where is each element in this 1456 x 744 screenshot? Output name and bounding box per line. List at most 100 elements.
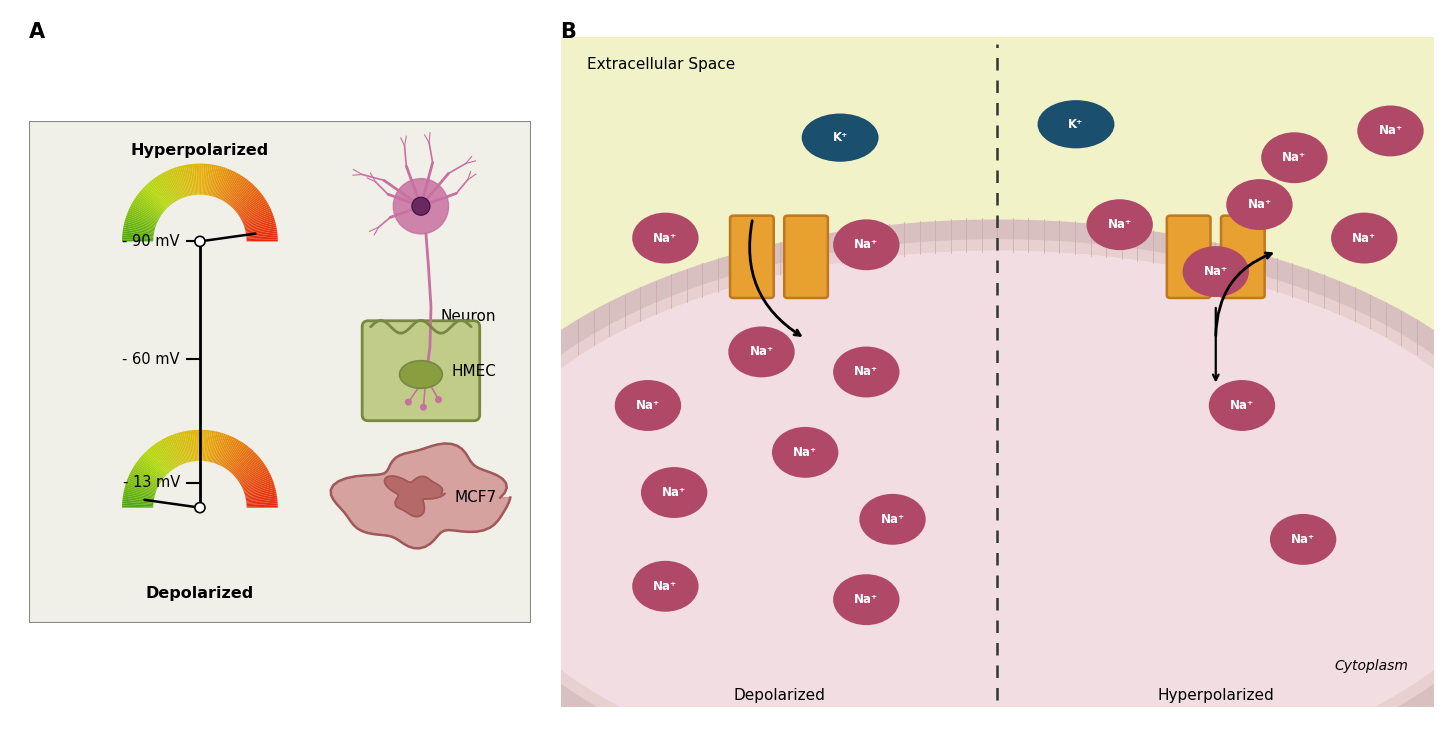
Circle shape: [435, 396, 443, 403]
Wedge shape: [204, 430, 208, 461]
Wedge shape: [229, 446, 249, 471]
Circle shape: [641, 467, 708, 518]
Wedge shape: [128, 210, 157, 223]
Text: Na⁺: Na⁺: [855, 238, 878, 251]
Wedge shape: [153, 179, 172, 205]
Circle shape: [772, 427, 839, 478]
Wedge shape: [243, 211, 272, 225]
Wedge shape: [156, 176, 175, 203]
Wedge shape: [124, 490, 154, 498]
Wedge shape: [159, 440, 176, 468]
Wedge shape: [122, 227, 154, 234]
Wedge shape: [127, 214, 156, 225]
Circle shape: [1086, 199, 1153, 250]
Wedge shape: [243, 214, 274, 225]
Wedge shape: [208, 431, 215, 462]
Wedge shape: [245, 490, 277, 498]
Wedge shape: [243, 210, 272, 223]
Wedge shape: [183, 431, 191, 462]
Wedge shape: [239, 199, 266, 217]
Wedge shape: [246, 237, 278, 240]
FancyBboxPatch shape: [561, 37, 1434, 452]
Wedge shape: [211, 166, 220, 196]
Text: Na⁺: Na⁺: [1108, 218, 1131, 231]
Wedge shape: [146, 450, 169, 474]
FancyBboxPatch shape: [561, 37, 1434, 707]
Text: Na⁺: Na⁺: [1283, 151, 1306, 164]
Wedge shape: [218, 170, 233, 199]
Text: Na⁺: Na⁺: [1204, 265, 1227, 278]
Wedge shape: [246, 499, 278, 504]
Circle shape: [405, 399, 412, 405]
Circle shape: [1226, 179, 1293, 230]
Wedge shape: [242, 474, 271, 489]
Wedge shape: [134, 199, 160, 217]
Wedge shape: [218, 437, 233, 466]
Wedge shape: [134, 464, 162, 482]
Wedge shape: [170, 169, 183, 198]
Wedge shape: [237, 194, 264, 214]
Wedge shape: [229, 181, 250, 206]
Wedge shape: [221, 172, 237, 200]
Wedge shape: [189, 430, 195, 461]
Text: Neuron: Neuron: [441, 310, 496, 324]
Wedge shape: [239, 465, 266, 483]
Text: MCF7: MCF7: [454, 490, 496, 505]
Wedge shape: [213, 433, 224, 464]
Wedge shape: [226, 443, 246, 469]
Text: K⁺: K⁺: [1069, 118, 1083, 131]
Wedge shape: [124, 487, 154, 497]
Wedge shape: [233, 186, 256, 209]
Text: Depolarized: Depolarized: [732, 688, 826, 704]
Wedge shape: [154, 177, 173, 204]
Wedge shape: [202, 164, 205, 195]
Wedge shape: [245, 484, 275, 494]
Wedge shape: [122, 501, 153, 505]
Wedge shape: [151, 446, 172, 471]
Wedge shape: [170, 435, 183, 464]
Wedge shape: [153, 445, 172, 470]
Wedge shape: [246, 229, 277, 235]
Wedge shape: [186, 431, 192, 462]
Wedge shape: [207, 164, 214, 196]
Wedge shape: [245, 221, 275, 231]
Wedge shape: [239, 197, 265, 216]
Wedge shape: [166, 170, 181, 199]
Circle shape: [419, 404, 427, 411]
Wedge shape: [213, 432, 221, 463]
Circle shape: [632, 213, 699, 263]
Wedge shape: [197, 164, 198, 195]
Circle shape: [632, 561, 699, 612]
Wedge shape: [144, 451, 167, 475]
Wedge shape: [122, 231, 153, 237]
Circle shape: [614, 380, 681, 431]
Wedge shape: [125, 216, 156, 227]
Wedge shape: [179, 166, 189, 196]
Wedge shape: [131, 469, 160, 485]
Wedge shape: [232, 450, 253, 474]
Text: Na⁺: Na⁺: [1291, 533, 1315, 546]
Wedge shape: [169, 436, 182, 465]
Wedge shape: [122, 499, 153, 504]
Wedge shape: [165, 171, 179, 200]
Text: Depolarized: Depolarized: [146, 586, 253, 600]
Wedge shape: [242, 208, 271, 222]
Text: Na⁺: Na⁺: [662, 486, 686, 499]
Wedge shape: [205, 164, 213, 195]
Wedge shape: [166, 437, 181, 466]
Wedge shape: [144, 186, 167, 209]
Wedge shape: [163, 172, 179, 200]
Wedge shape: [199, 430, 202, 461]
Wedge shape: [237, 462, 264, 481]
Wedge shape: [154, 443, 173, 469]
Wedge shape: [245, 486, 275, 496]
Wedge shape: [132, 201, 160, 218]
Wedge shape: [198, 430, 199, 461]
Circle shape: [1208, 380, 1275, 431]
Wedge shape: [199, 164, 202, 195]
Wedge shape: [201, 164, 204, 195]
Wedge shape: [150, 447, 170, 472]
Wedge shape: [243, 476, 272, 490]
Wedge shape: [207, 431, 214, 462]
Wedge shape: [131, 202, 160, 219]
